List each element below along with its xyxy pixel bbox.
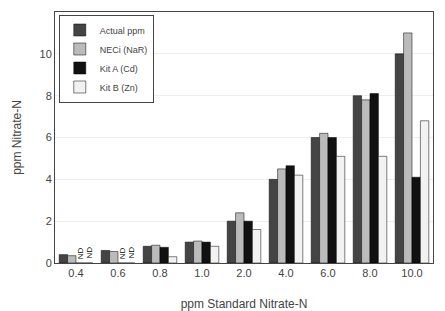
svg-text:6.0: 6.0 — [320, 267, 335, 279]
svg-text:Kit B (Zn): Kit B (Zn) — [100, 83, 138, 93]
svg-text:0.6: 0.6 — [110, 267, 125, 279]
svg-text:4: 4 — [46, 173, 52, 185]
svg-text:ppm Nitrate-N: ppm Nitrate-N — [10, 100, 24, 175]
svg-text:0.4: 0.4 — [68, 267, 83, 279]
svg-text:8.0: 8.0 — [362, 267, 377, 279]
svg-text:10: 10 — [40, 48, 52, 60]
svg-text:NECi (NaR): NECi (NaR) — [100, 45, 148, 55]
svg-text:4.0: 4.0 — [278, 267, 293, 279]
svg-text:10.0: 10.0 — [401, 267, 422, 279]
svg-text:Actual ppm: Actual ppm — [100, 26, 145, 36]
svg-text:1.0: 1.0 — [194, 267, 209, 279]
svg-text:2.0: 2.0 — [236, 267, 251, 279]
svg-text:ppm Standard Nitrate-N: ppm Standard Nitrate-N — [181, 297, 308, 311]
svg-text:ND: ND — [76, 247, 85, 259]
svg-text:0: 0 — [46, 257, 52, 269]
svg-text:0.8: 0.8 — [152, 267, 167, 279]
svg-text:8: 8 — [46, 90, 52, 102]
svg-text:6: 6 — [46, 131, 52, 143]
svg-text:ND: ND — [118, 247, 127, 259]
svg-text:Kit A (Cd): Kit A (Cd) — [100, 64, 138, 74]
svg-text:2: 2 — [46, 215, 52, 227]
svg-text:ND: ND — [127, 247, 136, 259]
svg-text:ND: ND — [85, 247, 94, 259]
